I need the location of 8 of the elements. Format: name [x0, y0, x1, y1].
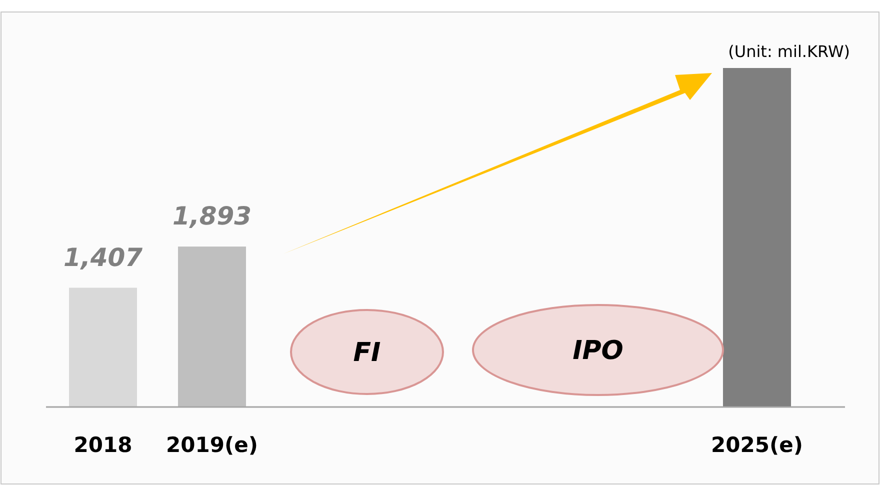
x-tick-label: 2025(e): [711, 433, 803, 457]
x-tick-label: 2018: [74, 433, 132, 457]
annotation: IPO: [572, 336, 624, 366]
annotation: FI: [353, 338, 382, 368]
data-label: 1,407: [63, 242, 144, 272]
text: (Unit: mil.KRW): [728, 42, 850, 61]
x-tick-label: 2019(e): [166, 433, 258, 457]
data-label: 1,893: [172, 202, 252, 231]
